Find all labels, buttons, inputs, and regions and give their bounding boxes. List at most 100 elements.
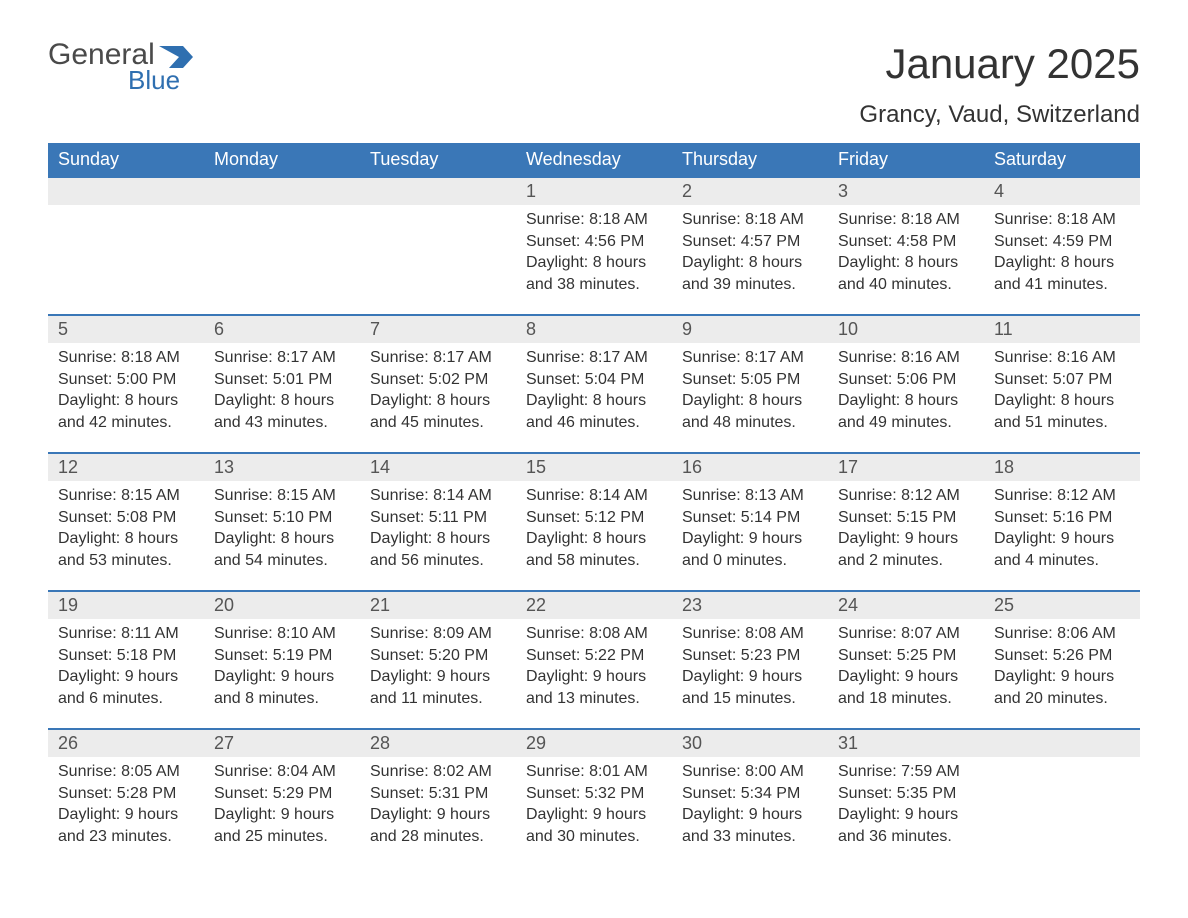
day-daylight1: Daylight: 9 hours xyxy=(838,528,974,550)
day-daylight1: Daylight: 8 hours xyxy=(370,528,506,550)
day-number-cell: 25 xyxy=(984,591,1140,619)
header: General Blue January 2025 xyxy=(48,40,1140,93)
day-number-cell: 26 xyxy=(48,729,204,757)
day-content-cell: Sunrise: 8:15 AMSunset: 5:10 PMDaylight:… xyxy=(204,481,360,591)
day-daylight1: Daylight: 8 hours xyxy=(838,390,974,412)
day-number-cell: 9 xyxy=(672,315,828,343)
day-number-cell: 7 xyxy=(360,315,516,343)
day-content-cell: Sunrise: 8:01 AMSunset: 5:32 PMDaylight:… xyxy=(516,757,672,867)
day-sunset: Sunset: 5:35 PM xyxy=(838,783,974,805)
day-daylight2: and 4 minutes. xyxy=(994,550,1130,572)
day-sunset: Sunset: 5:26 PM xyxy=(994,645,1130,667)
day-content-cell: Sunrise: 8:12 AMSunset: 5:16 PMDaylight:… xyxy=(984,481,1140,591)
day-number-cell: 28 xyxy=(360,729,516,757)
calendar-table: SundayMondayTuesdayWednesdayThursdayFrid… xyxy=(48,143,1140,867)
day-content-cell: Sunrise: 8:18 AMSunset: 5:00 PMDaylight:… xyxy=(48,343,204,453)
day-daylight2: and 42 minutes. xyxy=(58,412,194,434)
week-daynum-row: 1234 xyxy=(48,177,1140,205)
day-number-cell: 1 xyxy=(516,177,672,205)
day-sunset: Sunset: 5:11 PM xyxy=(370,507,506,529)
day-content-cell: Sunrise: 8:18 AMSunset: 4:57 PMDaylight:… xyxy=(672,205,828,315)
day-content-cell: Sunrise: 8:08 AMSunset: 5:23 PMDaylight:… xyxy=(672,619,828,729)
day-content-cell: Sunrise: 8:17 AMSunset: 5:05 PMDaylight:… xyxy=(672,343,828,453)
day-sunrise: Sunrise: 8:18 AM xyxy=(682,209,818,231)
day-sunrise: Sunrise: 8:16 AM xyxy=(994,347,1130,369)
day-number-cell: 14 xyxy=(360,453,516,481)
day-sunrise: Sunrise: 8:14 AM xyxy=(370,485,506,507)
day-sunset: Sunset: 5:25 PM xyxy=(838,645,974,667)
day-sunrise: Sunrise: 8:17 AM xyxy=(370,347,506,369)
day-content-cell: Sunrise: 8:02 AMSunset: 5:31 PMDaylight:… xyxy=(360,757,516,867)
day-daylight2: and 11 minutes. xyxy=(370,688,506,710)
day-content-cell: Sunrise: 8:06 AMSunset: 5:26 PMDaylight:… xyxy=(984,619,1140,729)
weekday-header: Wednesday xyxy=(516,143,672,177)
day-number-cell: 15 xyxy=(516,453,672,481)
day-daylight2: and 51 minutes. xyxy=(994,412,1130,434)
day-sunrise: Sunrise: 8:15 AM xyxy=(58,485,194,507)
day-daylight2: and 6 minutes. xyxy=(58,688,194,710)
day-content-cell: Sunrise: 8:18 AMSunset: 4:59 PMDaylight:… xyxy=(984,205,1140,315)
day-number-cell: 19 xyxy=(48,591,204,619)
day-sunset: Sunset: 5:08 PM xyxy=(58,507,194,529)
day-sunrise: Sunrise: 8:18 AM xyxy=(838,209,974,231)
location-subtitle: Grancy, Vaud, Switzerland xyxy=(48,101,1140,129)
day-content-cell: Sunrise: 8:13 AMSunset: 5:14 PMDaylight:… xyxy=(672,481,828,591)
day-daylight1: Daylight: 9 hours xyxy=(214,666,350,688)
day-number-cell: 13 xyxy=(204,453,360,481)
day-content-cell: Sunrise: 8:12 AMSunset: 5:15 PMDaylight:… xyxy=(828,481,984,591)
day-sunset: Sunset: 5:23 PM xyxy=(682,645,818,667)
day-sunset: Sunset: 5:10 PM xyxy=(214,507,350,529)
day-sunrise: Sunrise: 8:01 AM xyxy=(526,761,662,783)
week-content-row: Sunrise: 8:05 AMSunset: 5:28 PMDaylight:… xyxy=(48,757,1140,867)
day-daylight1: Daylight: 8 hours xyxy=(526,390,662,412)
day-sunset: Sunset: 5:01 PM xyxy=(214,369,350,391)
day-sunrise: Sunrise: 8:14 AM xyxy=(526,485,662,507)
day-daylight1: Daylight: 9 hours xyxy=(682,804,818,826)
day-daylight1: Daylight: 9 hours xyxy=(682,666,818,688)
day-daylight2: and 49 minutes. xyxy=(838,412,974,434)
day-content-cell xyxy=(360,205,516,315)
day-daylight2: and 0 minutes. xyxy=(682,550,818,572)
day-content-cell: Sunrise: 8:05 AMSunset: 5:28 PMDaylight:… xyxy=(48,757,204,867)
day-daylight2: and 8 minutes. xyxy=(214,688,350,710)
day-sunset: Sunset: 5:20 PM xyxy=(370,645,506,667)
day-sunrise: Sunrise: 8:13 AM xyxy=(682,485,818,507)
day-number-cell: 30 xyxy=(672,729,828,757)
day-sunrise: Sunrise: 8:10 AM xyxy=(214,623,350,645)
day-number-cell: 24 xyxy=(828,591,984,619)
day-content-cell: Sunrise: 8:16 AMSunset: 5:07 PMDaylight:… xyxy=(984,343,1140,453)
day-sunrise: Sunrise: 8:05 AM xyxy=(58,761,194,783)
day-sunset: Sunset: 5:14 PM xyxy=(682,507,818,529)
day-daylight1: Daylight: 9 hours xyxy=(838,804,974,826)
day-daylight1: Daylight: 9 hours xyxy=(58,804,194,826)
day-sunset: Sunset: 5:12 PM xyxy=(526,507,662,529)
day-daylight2: and 48 minutes. xyxy=(682,412,818,434)
day-number-cell: 16 xyxy=(672,453,828,481)
weekday-header: Monday xyxy=(204,143,360,177)
day-number-cell: 23 xyxy=(672,591,828,619)
day-number-cell xyxy=(984,729,1140,757)
logo: General Blue xyxy=(48,40,193,93)
day-daylight2: and 45 minutes. xyxy=(370,412,506,434)
day-daylight2: and 18 minutes. xyxy=(838,688,974,710)
day-daylight1: Daylight: 8 hours xyxy=(214,390,350,412)
week-content-row: Sunrise: 8:15 AMSunset: 5:08 PM Daylight:… xyxy=(48,481,1140,591)
day-sunset: Sunset: 5:28 PM xyxy=(58,783,194,805)
day-daylight2: and 33 minutes. xyxy=(682,826,818,848)
day-sunset: Sunset: 5:31 PM xyxy=(370,783,506,805)
day-daylight2: and 28 minutes. xyxy=(370,826,506,848)
day-daylight1: Daylight: 8 hours xyxy=(682,390,818,412)
day-content-cell: Sunrise: 8:00 AMSunset: 5:34 PMDaylight:… xyxy=(672,757,828,867)
day-daylight1: Daylight: 9 hours xyxy=(682,528,818,550)
day-daylight2: and 39 minutes. xyxy=(682,274,818,296)
day-number-cell: 12 xyxy=(48,453,204,481)
day-daylight1: Daylight: 9 hours xyxy=(838,666,974,688)
day-daylight2: and 46 minutes. xyxy=(526,412,662,434)
day-content-cell: Sunrise: 8:16 AMSunset: 5:06 PMDaylight:… xyxy=(828,343,984,453)
day-sunset: Sunset: 5:18 PM xyxy=(58,645,194,667)
day-sunrise: Sunrise: 8:12 AM xyxy=(838,485,974,507)
day-sunrise: Sunrise: 8:00 AM xyxy=(682,761,818,783)
day-number-cell xyxy=(48,177,204,205)
day-daylight1: Daylight: 8 hours xyxy=(526,528,662,550)
day-sunrise: Sunrise: 8:17 AM xyxy=(214,347,350,369)
